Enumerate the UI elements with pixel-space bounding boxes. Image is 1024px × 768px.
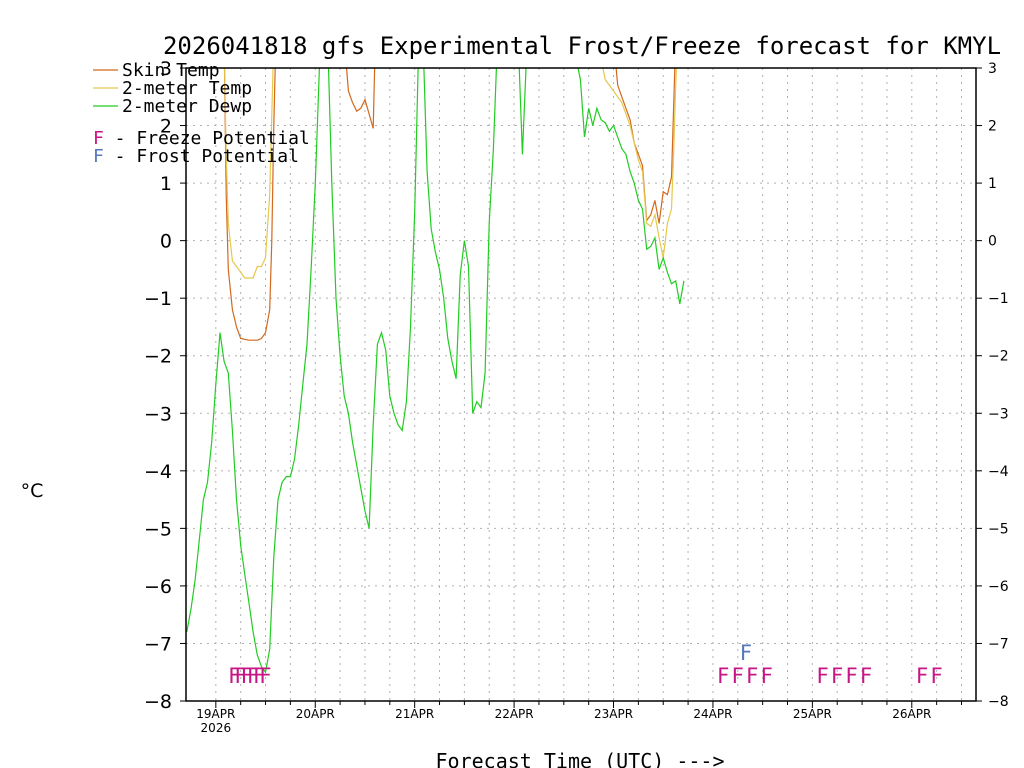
freeze-potential-marker: F: [831, 664, 843, 688]
chart-title: 2026041818 gfs Experimental Frost/Freeze…: [163, 32, 1001, 60]
freeze-potential-marker: F: [228, 664, 240, 688]
y-tick-label-left: −6: [144, 576, 172, 598]
y-tick-label-right: −8: [988, 694, 1009, 710]
legend-label: 2-meter Temp: [122, 78, 252, 99]
y-tick-label-right: −7: [988, 636, 1009, 652]
freeze-potential-marker: F: [761, 664, 773, 688]
freeze-potential-marker: F: [253, 664, 265, 688]
freeze-potential-marker: F: [860, 664, 872, 688]
y-tick-label-left: −1: [144, 288, 172, 310]
freeze-potential-marker: F: [931, 664, 943, 688]
legend-label: 2-meter Dewp: [122, 96, 252, 117]
freeze-potential-marker: F: [817, 664, 829, 688]
x-axis-label: Forecast Time (UTC) --->: [436, 749, 725, 768]
series-line-skin-temp-1: [345, 68, 376, 129]
legend-marker-text: - Frost Potential: [104, 146, 299, 167]
y-tick-label-left: 3: [160, 58, 172, 80]
y-axis-right: 3 2 1 0 −1 −2 −3 −4 −5 −6 −7 −8: [976, 61, 1009, 710]
y-tick-label-right: 3: [988, 61, 997, 77]
series-line-2-meter-dewp-1: [327, 68, 419, 529]
y-tick-label-right: −4: [988, 464, 1009, 480]
y-tick-label-left: −2: [144, 346, 172, 368]
series-line-2-meter-temp-0: [224, 68, 274, 279]
legend-marker-letter: F: [93, 128, 104, 149]
legend-label: Skin Temp: [122, 60, 220, 81]
series-line-2-meter-dewp-3: [518, 68, 527, 155]
freeze-potential-marker: F: [746, 664, 758, 688]
legend-marker-letter: F: [93, 146, 104, 167]
y-tick-label-right: 0: [988, 234, 997, 250]
y-tick-label-right: −1: [988, 291, 1009, 307]
x-tick-label: 20APR: [296, 707, 335, 721]
y-axis-left: 3 2 1 0 −1 −2 −3 −4 −5 −6 −7 −8: [144, 58, 186, 713]
x-tick-label: 21APR: [395, 707, 434, 721]
x-tick-label: 25APR: [793, 707, 832, 721]
legend-marker-entry: F - Freeze Potential: [93, 128, 310, 149]
plot-frame: [185, 67, 977, 702]
legend-marker-entry: F - Frost Potential: [93, 146, 299, 167]
frost-potential-marker: F: [740, 641, 752, 665]
series-group: [186, 68, 685, 674]
y-tick-label-left: 2: [160, 116, 172, 138]
y-tick-label-left: 0: [160, 231, 172, 253]
freeze-potential-marker: F: [259, 664, 271, 688]
y-tick-label-left: −4: [144, 461, 172, 483]
x-tick-label: 24APR: [693, 707, 732, 721]
series-line-2-meter-dewp-2: [423, 68, 498, 414]
y-tick-label-right: −3: [988, 406, 1009, 422]
legend-marker-text: - Freeze Potential: [104, 128, 310, 149]
y-tick-label-left: −3: [144, 403, 172, 425]
series-line-2-meter-dewp-4: [577, 68, 685, 305]
x-tick-label: 23APR: [594, 707, 633, 721]
series-line-2-meter-temp-1: [602, 68, 678, 259]
freeze-potential-marker: F: [717, 664, 729, 688]
y-tick-label-right: 1: [988, 176, 997, 192]
series-line-2-meter-dewp-0: [186, 68, 321, 674]
y-tick-label-right: −5: [988, 521, 1009, 537]
freeze-potential-marker: F: [916, 664, 928, 688]
x-tick-label: 22APR: [495, 707, 534, 721]
x-tick-sublabel: 2026: [201, 721, 232, 735]
y-tick-label-right: −6: [988, 579, 1009, 595]
x-tick-label: 19APR: [196, 707, 235, 721]
y-tick-label-left: 1: [160, 173, 172, 195]
y-tick-label-right: −2: [988, 349, 1009, 365]
y-tick-label-left: −7: [144, 633, 172, 655]
y-axis-label: °C: [21, 480, 44, 502]
freeze-potential-marker: F: [846, 664, 858, 688]
y-tick-label-left: −5: [144, 518, 172, 540]
y-tick-label-left: −8: [144, 691, 172, 713]
series-line-skin-temp-0: [223, 68, 276, 341]
x-tick-label: 26APR: [892, 707, 931, 721]
grid-lines: [186, 68, 976, 701]
freeze-potential-marker: F: [235, 664, 247, 688]
y-tick-label-right: 2: [988, 119, 997, 135]
freeze-potential-marker: F: [732, 664, 744, 688]
freeze-potential-marker: F: [241, 664, 253, 688]
freeze-potential-marker: F: [247, 664, 259, 688]
